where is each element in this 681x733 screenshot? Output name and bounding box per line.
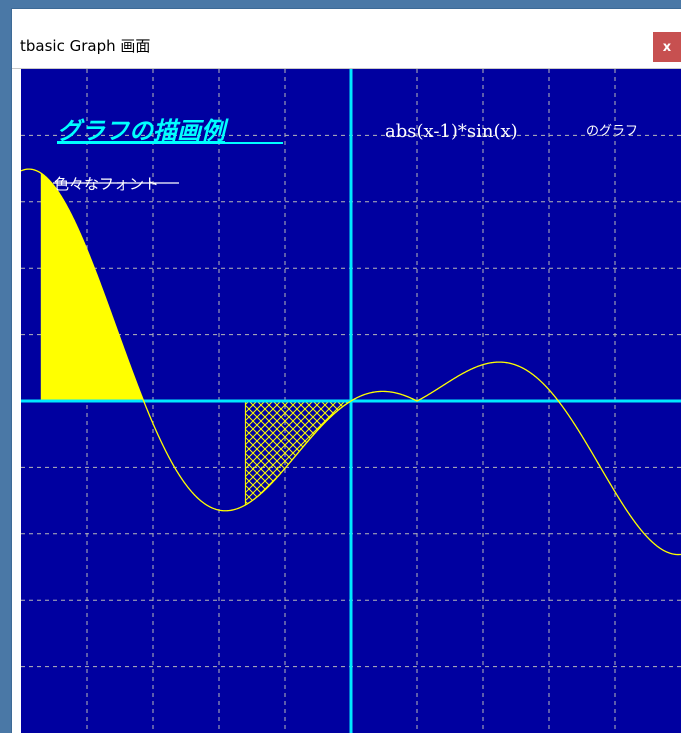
graph-canvas: グラフの描画例 abs(x-1)*sin(x) のグラフ 色々なフォント [21, 69, 681, 733]
graph-heading: グラフの描画例 [57, 117, 229, 145]
formula-label: abs(x-1)*sin(x) [385, 121, 518, 142]
font-sample: 色々なフォント [54, 175, 159, 193]
window-title: tbasic Graph 画面 [20, 37, 151, 55]
graph-window: tbasic Graph 画面 x グラフの描画例 abs(x-1)*sin(x… [12, 9, 681, 733]
title-bar: tbasic Graph 画面 x [12, 9, 681, 68]
function-curve [21, 168, 681, 556]
title-separator [12, 68, 681, 69]
close-button[interactable]: x [653, 32, 681, 62]
formula-suffix: のグラフ [586, 124, 638, 139]
solid-fill-region [40, 173, 144, 401]
